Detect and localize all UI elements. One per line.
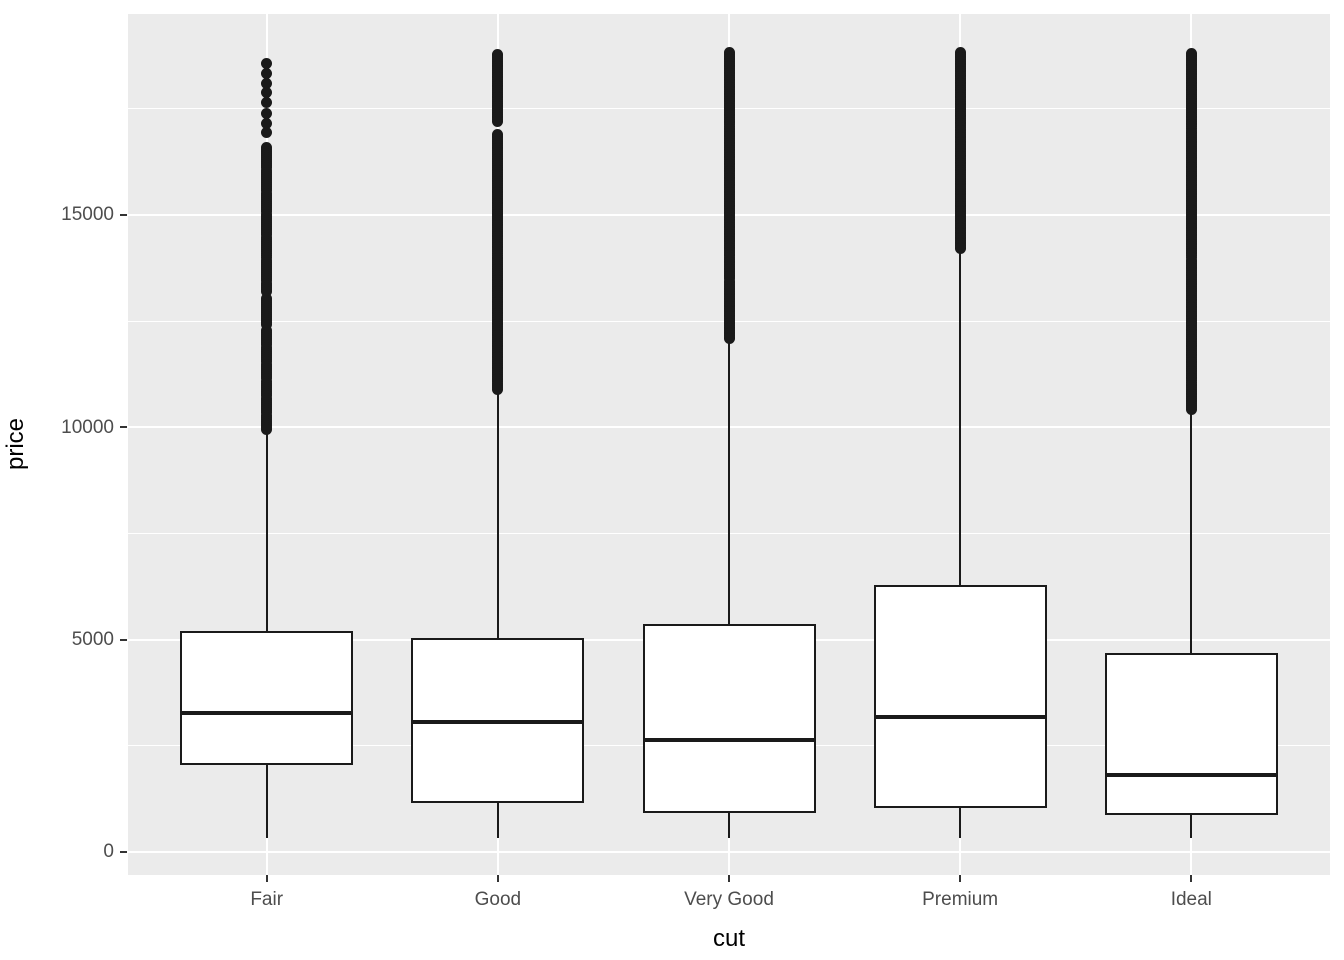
x-tick-mark-fair (265, 875, 268, 882)
y-axis-title: price (2, 417, 29, 470)
median-very-good (642, 737, 816, 742)
x-tick-mark-good (496, 875, 499, 882)
lower-whisker-premium (959, 807, 962, 839)
outlier-point (261, 424, 273, 436)
plot-panel (128, 14, 1330, 875)
y-tick-mark-5000 (120, 638, 127, 641)
x-tick-label-very-good: Very Good (684, 889, 774, 910)
y-tick-label-0: 0 (103, 841, 114, 863)
box-very-good (642, 623, 816, 814)
outlier-point (954, 243, 966, 255)
median-fair (180, 710, 354, 715)
box-fair (180, 630, 354, 765)
y-tick-label-10000: 10000 (61, 416, 114, 438)
upper-whisker-good (496, 391, 499, 639)
upper-whisker-very-good (728, 339, 730, 624)
x-tick-label-good: Good (474, 889, 522, 910)
x-tick-label-ideal: Ideal (1170, 889, 1212, 910)
median-ideal (1104, 773, 1278, 778)
y-tick-label-5000: 5000 (71, 629, 114, 651)
x-tick-mark-premium (959, 875, 962, 882)
upper-whisker-premium (959, 250, 962, 585)
y-tick-mark-10000 (120, 426, 127, 429)
box-ideal (1104, 653, 1278, 815)
outlier-point (261, 108, 273, 120)
x-tick-mark-ideal (1190, 875, 1193, 882)
outlier-point (492, 383, 504, 395)
y-tick-label-15000: 15000 (61, 204, 114, 226)
lower-whisker-good (496, 803, 499, 839)
outlier-point (492, 116, 504, 128)
x-tick-label-fair: Fair (250, 889, 284, 910)
x-tick-label-premium: Premium (922, 889, 999, 910)
box-premium (873, 584, 1047, 808)
lower-whisker-fair (265, 764, 268, 838)
outlier-point (261, 117, 273, 129)
outlier-point (723, 333, 735, 345)
outlier-point (261, 285, 273, 297)
outlier-point (1185, 403, 1197, 415)
y-tick-mark-15000 (120, 213, 127, 216)
median-good (411, 720, 585, 725)
lower-whisker-very-good (728, 813, 730, 838)
upper-whisker-fair (265, 429, 268, 631)
median-premium (873, 714, 1047, 719)
lower-whisker-ideal (1190, 814, 1193, 839)
outlier-point (261, 87, 273, 99)
x-axis-title: cut (712, 925, 745, 952)
outlier-point (261, 127, 273, 139)
outlier-point (261, 67, 273, 79)
outlier-point (261, 77, 273, 89)
y-tick-mark-0 (120, 850, 127, 853)
outlier-point (261, 97, 273, 109)
x-tick-mark-very-good (728, 875, 730, 882)
outlier-point (261, 57, 273, 69)
upper-whisker-ideal (1190, 411, 1193, 654)
